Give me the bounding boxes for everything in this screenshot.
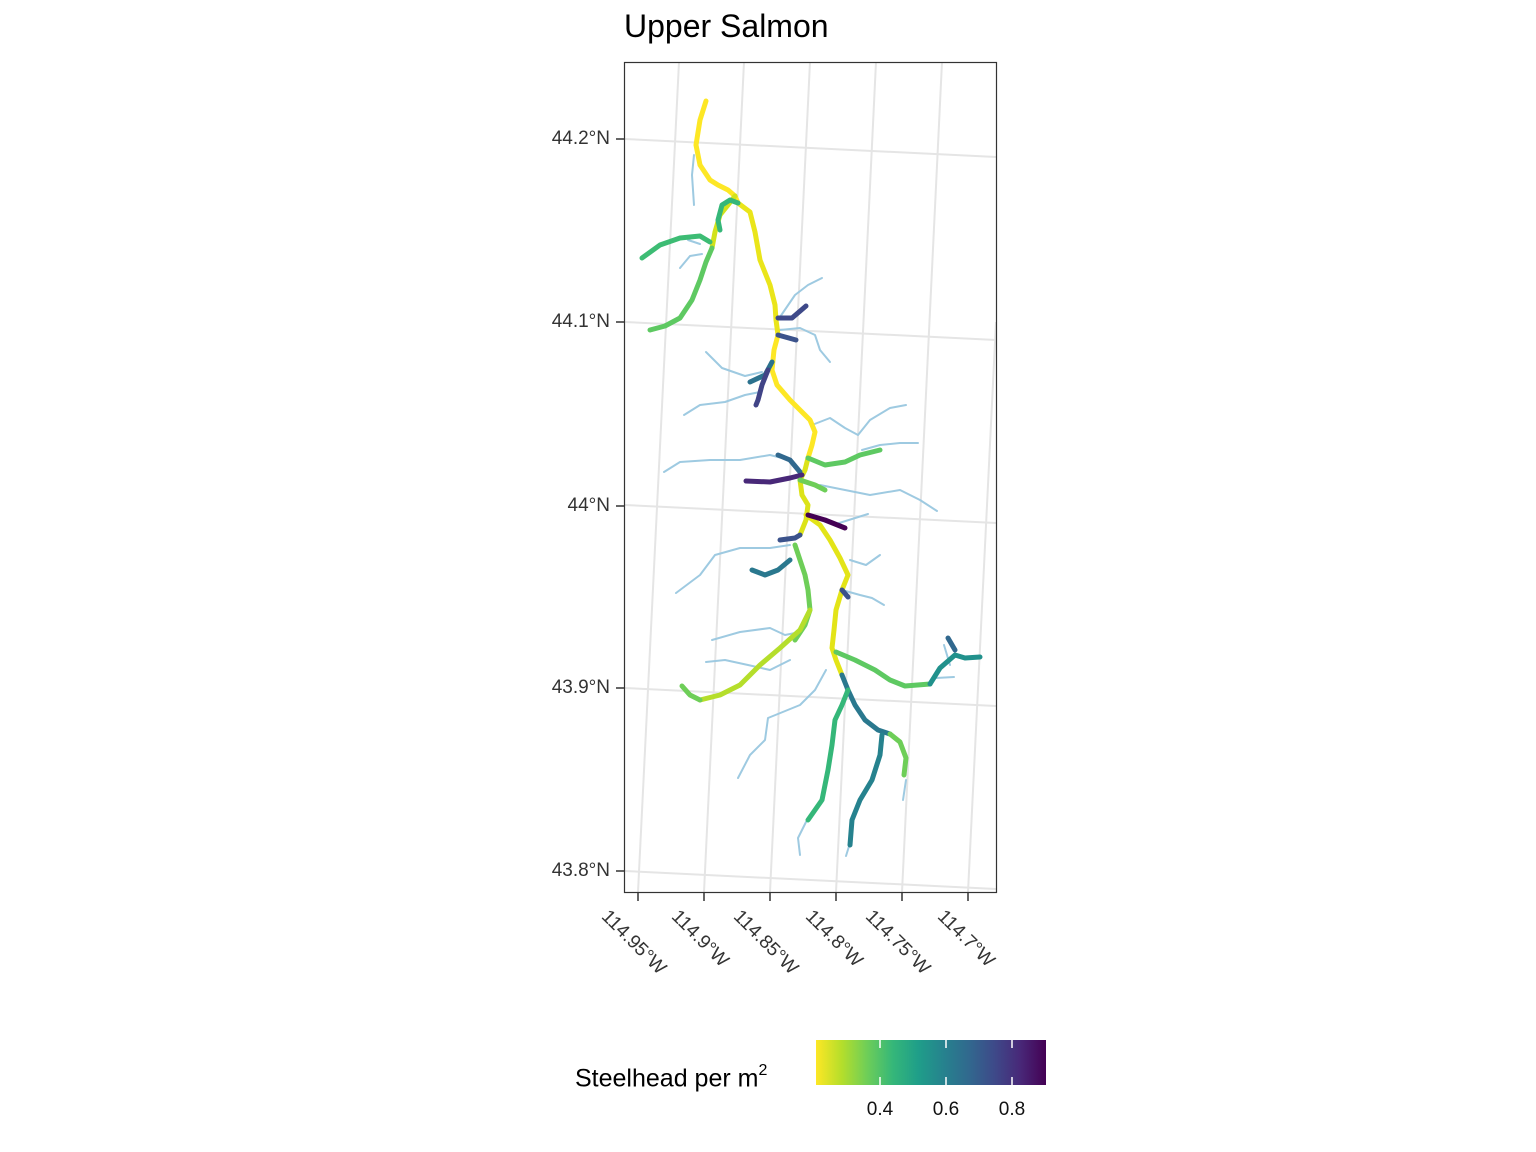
stream-reach	[735, 200, 781, 338]
stream-segment	[819, 484, 938, 512]
modeled-streams	[639, 98, 983, 848]
stream-reach	[805, 512, 848, 531]
legend-tick-label: 0.6	[932, 1099, 960, 1120]
legend-tick-label: 0.4	[866, 1099, 894, 1120]
grid-line-lon	[637, 61, 680, 893]
stream-reach	[749, 557, 793, 578]
stream-reach	[679, 683, 703, 703]
y-axis-label: 44.1°N	[551, 311, 610, 332]
stream-segment	[705, 351, 763, 377]
stream-reach	[839, 672, 893, 737]
stream-reach	[693, 98, 741, 206]
stream-reach	[833, 649, 933, 689]
stream-reach	[777, 532, 803, 543]
stream-reach	[927, 652, 983, 687]
graticule	[624, 61, 997, 893]
stream-reach	[839, 587, 851, 600]
stream-segment	[683, 391, 761, 416]
legend-title-text: Steelhead per m	[575, 1064, 759, 1093]
stream-segment	[797, 821, 807, 856]
stream-reach	[639, 233, 713, 261]
stream-reach	[797, 477, 828, 493]
stream-segment	[779, 277, 823, 318]
stream-segment	[811, 404, 907, 436]
y-axis-label: 43.8°N	[551, 860, 610, 881]
y-axis-label: 44°N	[567, 495, 610, 516]
stream-segment	[663, 454, 791, 473]
stream-segment	[711, 627, 801, 641]
grid-line-lat	[624, 870, 997, 890]
stream-reach	[887, 731, 909, 778]
stream-reach	[775, 332, 799, 343]
x-axis-ticks	[637, 893, 969, 901]
stream-reach	[775, 303, 809, 321]
y-axis-ticks	[616, 138, 624, 872]
stream-reach	[775, 452, 803, 475]
grid-line-lat	[624, 321, 997, 341]
grid-line-lon	[901, 61, 943, 893]
stream-segment	[687, 239, 701, 245]
stream-segment	[779, 327, 831, 363]
legend-tick-label: 0.8	[998, 1099, 1026, 1120]
grid-line-lat	[624, 138, 997, 158]
stream-reach	[805, 447, 883, 468]
stream-reach	[715, 197, 741, 233]
legend-title: Steelhead per m2	[575, 1062, 768, 1093]
stream-segment	[691, 154, 695, 206]
grid-line-lon	[835, 61, 877, 893]
stream-segment	[705, 659, 791, 671]
y-axis-label: 44.2°N	[551, 128, 610, 149]
stream-segment	[849, 554, 881, 566]
legend-gradient	[816, 1040, 1046, 1085]
grid-line-lon	[967, 321, 997, 893]
stream-segment	[861, 442, 919, 451]
map-title: Upper Salmon	[624, 8, 829, 44]
y-axis-label: 43.9°N	[551, 677, 610, 698]
stream-reach	[847, 732, 885, 848]
stream-reach	[753, 367, 771, 408]
stream-segment	[902, 779, 907, 801]
stream-reach	[743, 472, 805, 485]
stream-reach	[797, 455, 811, 538]
unmodeled-streams	[663, 154, 955, 857]
stream-segment	[935, 676, 955, 679]
stream-reach	[647, 245, 715, 333]
stream-segment	[679, 253, 703, 269]
panel-border	[623, 61, 998, 894]
stream-reach	[697, 607, 813, 703]
grid-line-lat	[624, 687, 997, 707]
stream-segment	[841, 589, 885, 606]
stream-segment	[675, 544, 791, 594]
stream-segment	[835, 513, 869, 525]
stream-segment	[737, 669, 827, 779]
legend-colorbar	[816, 1040, 1046, 1085]
stream-reach	[805, 687, 851, 823]
legend-title-superscript: 2	[758, 1062, 768, 1079]
stream-reach	[945, 635, 958, 653]
stream-reach	[803, 512, 851, 678]
